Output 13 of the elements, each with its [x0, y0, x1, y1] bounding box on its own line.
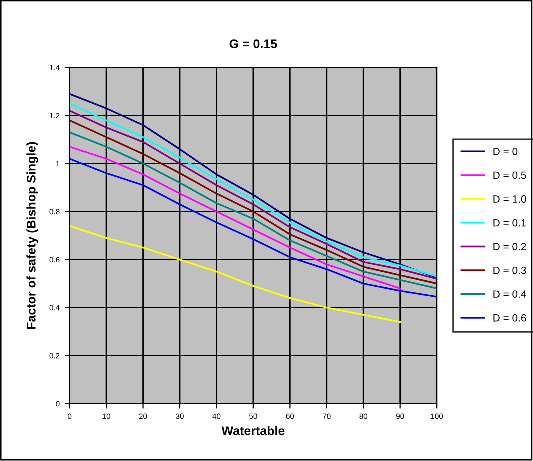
line-series [70, 225, 402, 324]
legend-label: D = 0.5 [494, 172, 526, 180]
legend-label: D = 0.1 [494, 219, 526, 227]
x-axis-title: Watertable [222, 426, 285, 436]
legend-label: D = 0 [494, 148, 518, 156]
legend-label: D = 0.4 [494, 290, 526, 298]
line-series [70, 146, 402, 290]
legend-label: D = 0.2 [494, 243, 526, 250]
y-axis-title: Factor of safety (Bishop Single) [26, 142, 38, 330]
legend-label: D = 1.0 [494, 196, 526, 203]
chart-title: G = 0.15 [230, 40, 278, 48]
legend-label: D = 0.3 [494, 266, 526, 274]
legend-label: D = 0.6 [494, 314, 526, 322]
